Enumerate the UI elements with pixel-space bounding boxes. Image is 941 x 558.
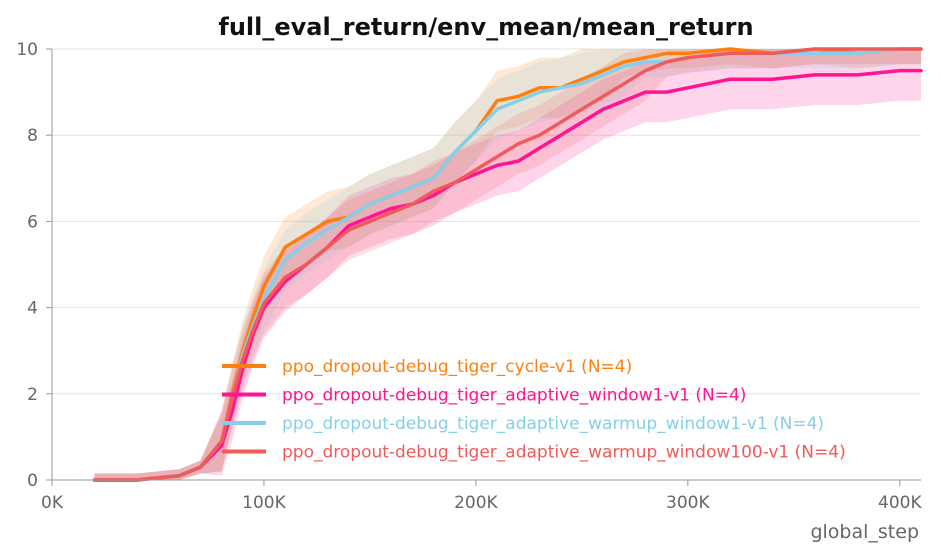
y-tick-label: 4	[27, 299, 38, 319]
x-tick-label: 0K	[41, 493, 64, 513]
x-tick-label: 100K	[242, 493, 286, 513]
legend-label: ppo_dropout-debug_tiger_adaptive_warmup_…	[282, 414, 824, 434]
y-tick-label: 8	[27, 126, 38, 146]
legend-label: ppo_dropout-debug_tiger_cycle-v1 (N=4)	[282, 357, 632, 377]
chart-title: full_eval_return/env_mean/mean_return	[218, 13, 753, 41]
legend-label: ppo_dropout-debug_tiger_adaptive_warmup_…	[282, 443, 846, 463]
series-bands	[94, 49, 921, 480]
x-tick-label: 300K	[666, 493, 710, 513]
y-tick-label: 2	[27, 385, 38, 405]
legend-label: ppo_dropout-debug_tiger_adaptive_window1…	[282, 386, 746, 406]
x-axis-label: global_step	[810, 521, 919, 543]
series-line-4	[92, 47, 923, 482]
series-band-4	[94, 49, 921, 480]
y-tick-label: 6	[27, 212, 38, 232]
y-tick-label: 0	[27, 471, 38, 491]
series-band-3	[94, 49, 921, 480]
series-lines	[92, 47, 923, 482]
x-tick-label: 400K	[878, 493, 922, 513]
legend: ppo_dropout-debug_tiger_cycle-v1 (N=4) pp…	[222, 357, 846, 463]
y-tick-label: 10	[16, 40, 38, 60]
series-band-2	[94, 49, 921, 480]
x-tick-label: 200K	[454, 493, 498, 513]
